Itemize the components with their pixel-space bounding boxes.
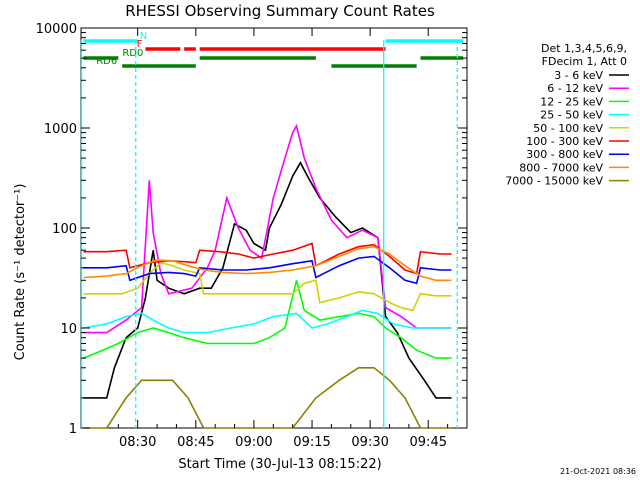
axes-layer: 08:30 08:45 09:00 09:15 09:30 09:45 1 10 100 1000…: [36, 22, 467, 450]
y-tick-label-4: 10000: [36, 22, 77, 37]
y-tick-label-2: 100: [52, 222, 77, 237]
x-tick-label-1: 08:45: [177, 435, 214, 450]
markers-layer: [80, 40, 458, 428]
flag-label-rd0: RD0: [122, 48, 143, 59]
y-tick-label-0: 1: [69, 422, 77, 437]
legend-header-decimation: FDecim 1, Att 0: [542, 55, 627, 68]
legend-label-2: 12 - 25 keV: [540, 95, 603, 108]
series-line-8: [83, 366, 452, 429]
series-line-3: [83, 309, 452, 334]
generated-timestamp: 21-Oct-2021 08:36: [560, 467, 636, 476]
plot-area: [80, 27, 468, 429]
series-line-4: [83, 261, 452, 312]
x-tick-label-2: 09:00: [235, 435, 272, 450]
legend-label-4: 50 - 100 keV: [533, 122, 603, 135]
legend-label-8: 7000 - 15000 keV: [505, 175, 603, 188]
series-layer: [83, 123, 452, 429]
series-line-7: [83, 245, 452, 282]
legend-label-5: 100 - 300 keV: [526, 135, 603, 148]
x-tick-label-3: 09:15: [293, 435, 330, 450]
series-line-1: [83, 123, 452, 334]
x-tick-label-4: 09:30: [351, 435, 388, 450]
plot-frame: [80, 27, 468, 429]
legend-label-3: 25 - 50 keV: [540, 109, 603, 122]
y-axis-label: Count Rate (s⁻¹ detector⁻¹): [13, 184, 28, 361]
flag-label-rd6: RD6: [96, 56, 117, 67]
x-tick-label-0: 08:30: [119, 435, 156, 450]
x-axis-label: Start Time (30-Jul-13 08:15:22): [178, 457, 381, 472]
y-tick-label-3: 1000: [44, 122, 77, 137]
chart-title: RHESSI Observing Summary Count Rates: [125, 2, 435, 20]
legend: Det 1,3,4,5,6,9, FDecim 1, Att 0 3 - 6 k…: [505, 42, 629, 188]
legend-header-detectors: Det 1,3,4,5,6,9,: [541, 42, 627, 55]
flag-label-f: F: [137, 39, 143, 50]
legend-label-0: 3 - 6 keV: [554, 69, 603, 82]
series-line-2: [83, 280, 452, 359]
series-line-6: [83, 255, 452, 285]
legend-label-7: 800 - 7000 keV: [519, 161, 603, 174]
series-line-0: [83, 161, 452, 399]
legend-label-6: 300 - 800 keV: [526, 148, 603, 161]
legend-label-1: 6 - 12 keV: [547, 82, 603, 95]
x-tick-label-5: 09:45: [410, 435, 447, 450]
flag-label-n: N: [140, 31, 147, 42]
y-tick-label-1: 10: [60, 322, 77, 337]
